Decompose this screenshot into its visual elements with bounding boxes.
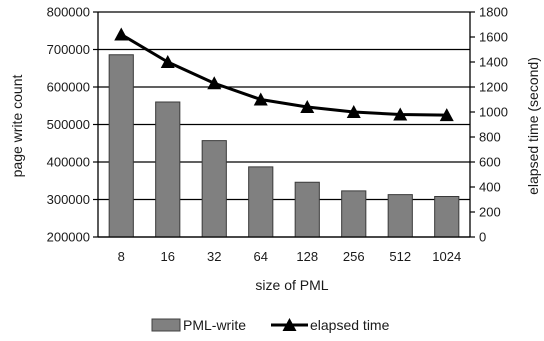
left-tick-label: 600000: [47, 80, 90, 95]
gridlines: [98, 11, 470, 238]
right-tick-label: 1400: [479, 55, 508, 70]
bar-512: [387, 194, 413, 238]
right-tick-label: 800: [479, 130, 501, 145]
x-tick-label-1024: 1024: [432, 249, 461, 264]
x-axis-ticks: 8 16 32 64 128 256 512 1024: [118, 249, 462, 264]
right-tick-label: 200: [479, 205, 501, 220]
elapsed-time-point-32: [207, 76, 222, 90]
right-tick-label: 0: [479, 230, 486, 245]
elapsed-time-point-16: [160, 55, 175, 68]
bar-1024: [434, 196, 460, 238]
right-tick-label: 1200: [479, 80, 508, 95]
elapsed-time-point-256: [346, 105, 361, 118]
bar-8: [108, 54, 134, 238]
left-axis-ticks: 200000 300000 400000 500000 600000 700000 8000…: [47, 5, 98, 245]
legend-label-elapsed-time: elapsed time: [310, 317, 390, 333]
x-tick-label-128: 128: [296, 249, 318, 264]
left-tick-label: 300000: [47, 192, 90, 207]
x-tick-label-256: 256: [343, 249, 365, 264]
right-tick-label: 1000: [479, 105, 508, 120]
left-tick-label: 700000: [47, 42, 90, 57]
right-tick-label: 1800: [479, 5, 508, 20]
left-tick-label: 400000: [47, 155, 90, 170]
legend-marker-elapsed-time: [282, 318, 297, 331]
bar-64: [248, 166, 274, 238]
left-axis-title: page write count: [9, 75, 25, 178]
right-tick-label: 1600: [479, 30, 508, 45]
elapsed-time-point-128: [300, 100, 315, 113]
bar-128: [294, 181, 320, 238]
right-axis-title: elapsed time (second): [525, 57, 541, 195]
x-tick-label-512: 512: [389, 249, 411, 264]
right-tick-label: 400: [479, 180, 501, 195]
x-tick-label-16: 16: [161, 249, 175, 264]
bar-256: [341, 190, 367, 238]
right-axis-ticks: 0 200 400 600 800 1000 1200 1400 1600 1800: [470, 5, 508, 245]
right-tick-label: 600: [479, 155, 501, 170]
bar-32: [201, 140, 227, 238]
line-series-elapsed-time: [114, 27, 454, 122]
elapsed-time-point-64: [253, 92, 268, 106]
elapsed-time-point-8: [114, 27, 129, 41]
elapsed-time-point-1024: [439, 108, 454, 122]
x-tick-label-8: 8: [118, 249, 125, 264]
x-axis-title: size of PML: [255, 277, 328, 293]
x-tick-label-32: 32: [207, 249, 221, 264]
left-tick-label: 500000: [47, 117, 90, 132]
bar-series-pml-write: [108, 54, 460, 238]
elapsed-time-point-512: [393, 107, 408, 121]
legend: PML-write elapsed time: [151, 317, 390, 333]
legend-label-pml-write: PML-write: [183, 317, 246, 333]
elapsed-time-line: [120, 33, 447, 117]
x-tick-label-64: 64: [254, 249, 268, 264]
legend-swatch-pml-write: [151, 318, 181, 332]
bar-16: [155, 101, 181, 238]
left-tick-label: 800000: [47, 5, 90, 20]
left-tick-label: 200000: [47, 230, 90, 245]
